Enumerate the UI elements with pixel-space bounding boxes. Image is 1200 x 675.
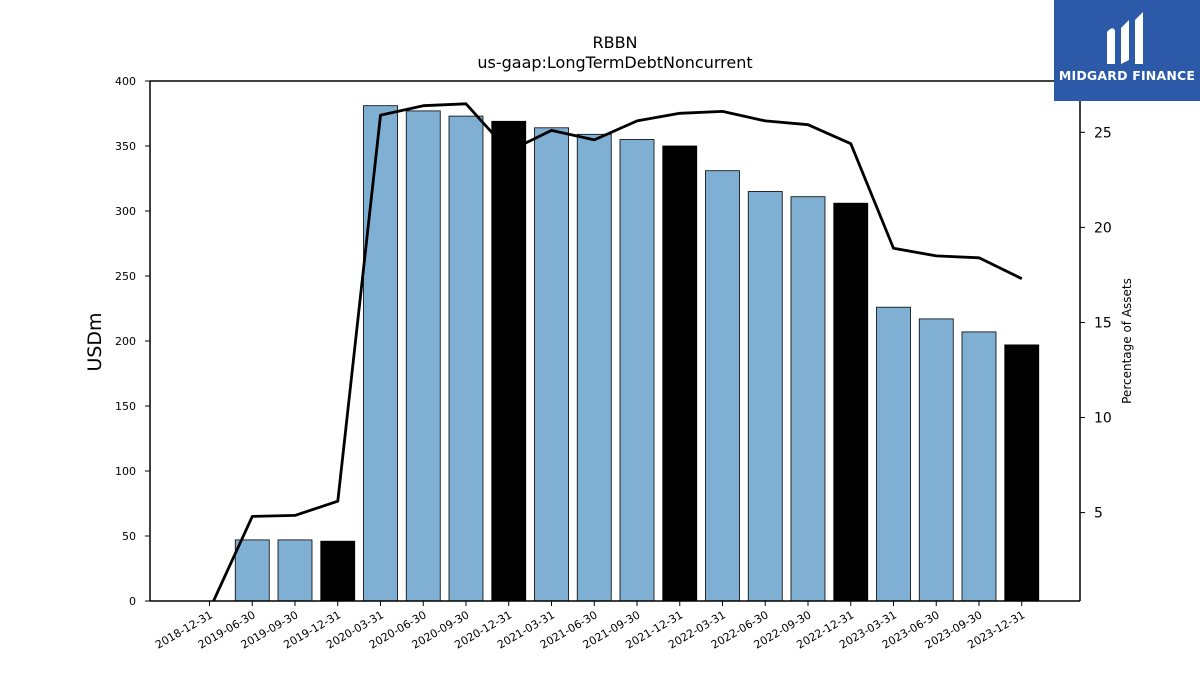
line-series <box>212 102 1023 602</box>
bar-2022-06-30 <box>747 191 783 602</box>
bar-2021-12-31 <box>662 145 698 602</box>
bar-2020-09-30 <box>448 115 484 602</box>
y2-tick-label: 15 <box>1094 315 1112 331</box>
chart-title: RBBN <box>592 33 637 52</box>
y-tick-label: 0 <box>129 595 136 608</box>
chart-subtitle: us-gaap:LongTermDebtNoncurrent <box>477 53 752 72</box>
bar-2020-12-31 <box>491 120 527 602</box>
bar-2021-09-30 <box>619 139 655 602</box>
y-tick-label: 150 <box>115 400 136 413</box>
y-tick-label: 50 <box>122 530 136 543</box>
y-axis-label: USDm <box>84 312 106 371</box>
bar-series <box>234 105 1040 602</box>
bar-2022-09-30 <box>790 196 826 602</box>
y2-tick-label: 5 <box>1094 506 1103 522</box>
bar-2019-09-30 <box>277 539 313 602</box>
bar-2023-12-31 <box>1004 344 1040 602</box>
bar-2020-06-30 <box>405 110 441 602</box>
y2-axis-label: Percentage of Assets <box>1120 278 1134 404</box>
y-tick-label: 100 <box>115 465 136 478</box>
bar-2023-09-30 <box>961 331 997 602</box>
y2-tick-label: 25 <box>1094 125 1112 141</box>
y-tick-label: 200 <box>115 335 136 348</box>
bar-2023-03-31 <box>876 306 911 602</box>
logo-text: MIDGARD FINANCE <box>1058 68 1196 83</box>
y2-tick-label: 10 <box>1094 411 1112 427</box>
bar-2022-12-31 <box>833 202 869 602</box>
y-tick-label: 350 <box>115 140 136 153</box>
bar-2020-03-31 <box>363 105 398 602</box>
bar-2019-12-31 <box>320 540 356 602</box>
logo-mark-icon <box>1107 12 1143 64</box>
y-tick-label: 300 <box>115 205 136 218</box>
bar-2021-03-31 <box>534 127 569 602</box>
percentage-of-assets-line <box>212 102 1023 602</box>
bar-2021-06-30 <box>576 133 612 602</box>
bar-2023-06-30 <box>918 318 954 602</box>
y2-tick-label: 20 <box>1094 220 1112 236</box>
bar-2019-06-30 <box>234 539 270 602</box>
bar-2022-03-31 <box>705 170 740 602</box>
company-logo: MIDGARD FINANCE <box>1054 0 1200 101</box>
y-tick-label: 250 <box>115 270 136 283</box>
y-tick-label: 400 <box>115 75 136 88</box>
